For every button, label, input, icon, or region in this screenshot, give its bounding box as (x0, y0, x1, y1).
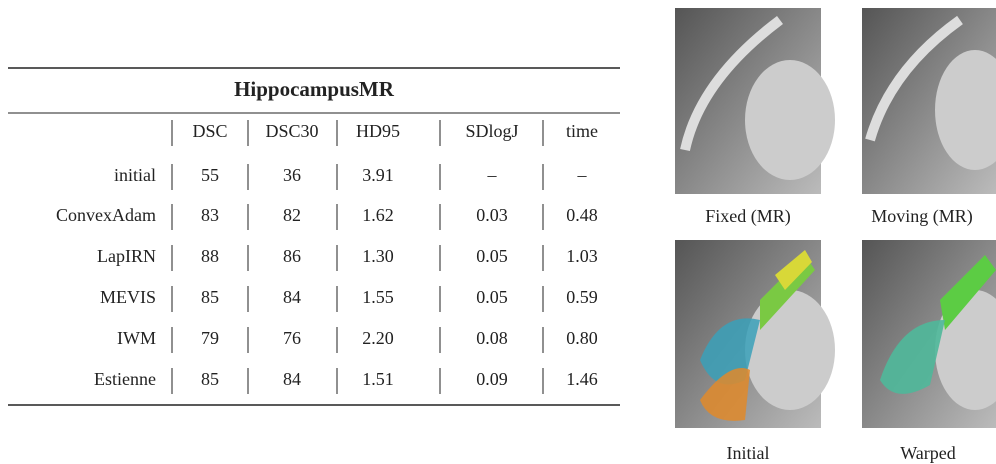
image-moving (862, 8, 996, 194)
column-header: DSC30 (265, 121, 318, 141)
image-caption: Initial (727, 443, 770, 463)
table-cell: 85 (201, 287, 219, 307)
table-cell: 0.59 (566, 287, 598, 307)
table-cell: 36 (283, 165, 301, 185)
table-cell: – (577, 165, 588, 185)
table-cell: 84 (283, 369, 301, 389)
table-cell: 1.62 (362, 205, 394, 225)
table-cell: 0.05 (476, 246, 508, 266)
table-cell: 83 (201, 205, 219, 225)
table-cell: 82 (283, 205, 301, 225)
row-label: ConvexAdam (56, 205, 156, 225)
table-cell: 85 (201, 369, 219, 389)
image-warped (862, 240, 996, 428)
image-fixed (675, 8, 835, 194)
column-header: HD95 (356, 121, 400, 141)
figure: HippocampusMR DSC DSC30 HD95 SDlogJ time (0, 0, 996, 464)
table-cell: 0.03 (476, 205, 508, 225)
table-cell: 0.09 (476, 369, 508, 389)
table-cell: 1.55 (362, 287, 394, 307)
table-cell: 2.20 (362, 328, 394, 348)
row-label: LapIRN (97, 246, 156, 266)
table-cell: 79 (201, 328, 219, 348)
table-cell: 55 (201, 165, 219, 185)
image-caption: Fixed (MR) (705, 206, 791, 227)
table-cell: 88 (201, 246, 219, 266)
table-cell: 76 (283, 328, 301, 348)
row-label: MEVIS (100, 287, 156, 307)
row-label: Estienne (94, 369, 156, 389)
table-cell: 0.05 (476, 287, 508, 307)
row-label: IWM (117, 328, 156, 348)
table-cell: 84 (283, 287, 301, 307)
table-cell: 1.03 (566, 246, 598, 266)
table-cell: – (487, 165, 498, 185)
table-cell: 0.80 (566, 328, 598, 348)
table-title: HippocampusMR (234, 77, 395, 101)
table-cell: 0.08 (476, 328, 508, 348)
table-cell: 1.46 (566, 369, 598, 389)
image-initial (675, 240, 835, 428)
table-cell: 0.48 (566, 205, 598, 225)
table-cell: 86 (283, 246, 301, 266)
table-cell: 3.91 (362, 165, 394, 185)
image-caption: Moving (MR) (871, 206, 973, 227)
table-cell: 1.30 (362, 246, 394, 266)
row-label: initial (114, 165, 156, 185)
image-caption: Warped (900, 443, 956, 463)
column-header: DSC (192, 121, 227, 141)
column-header: time (566, 121, 598, 141)
table-cell: 1.51 (362, 369, 394, 389)
column-header: SDlogJ (465, 121, 518, 141)
